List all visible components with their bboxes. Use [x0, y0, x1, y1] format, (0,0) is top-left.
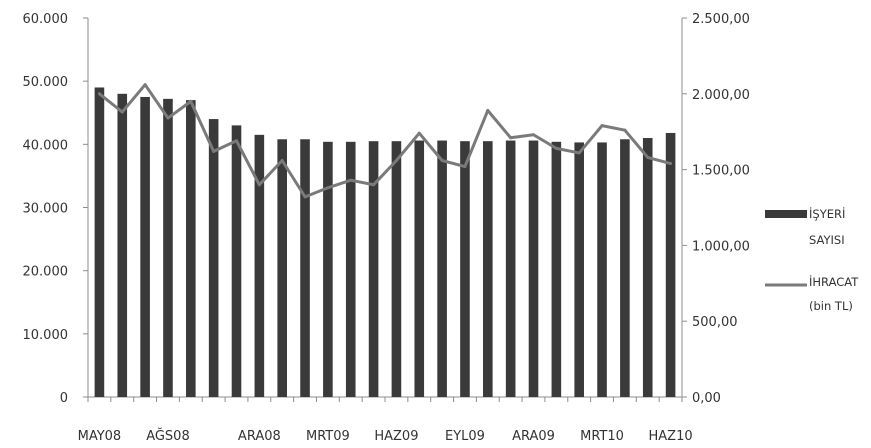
line-point [623, 128, 627, 132]
x-tick-label: MAY08 [78, 429, 122, 444]
bar [620, 139, 630, 397]
legend-label-bars: İŞYERİ [809, 206, 845, 221]
line-point [669, 162, 673, 166]
y-left-tick-label: 20.000 [23, 265, 69, 280]
bar [505, 140, 516, 397]
bar [391, 141, 402, 397]
bar [414, 140, 425, 397]
line-point [97, 92, 101, 96]
bar [186, 100, 196, 397]
line-point [280, 159, 284, 163]
line-point [372, 183, 376, 187]
series-line [98, 83, 671, 199]
y-left-tick-label: 10.000 [23, 328, 69, 343]
legend-label-bars: SAYISI [809, 233, 845, 247]
bar [642, 138, 653, 397]
line-point [303, 195, 307, 199]
bar [163, 98, 173, 397]
bar [94, 87, 105, 397]
x-tick-label: ARA08 [238, 429, 281, 444]
x-tick-label: AĞS08 [146, 428, 190, 444]
y-right-tick-label: 1.000,00 [692, 239, 750, 254]
legend-swatch-bars [765, 210, 807, 218]
y-left-tick-label: 50.000 [23, 75, 69, 90]
legend-label-line: İHRACAT [809, 274, 859, 289]
x-tick-label: HAZ09 [374, 429, 418, 444]
line-point [326, 186, 330, 190]
bar [117, 93, 128, 398]
bar [254, 134, 265, 397]
x-tick-label: EYL09 [445, 429, 485, 444]
line-point [532, 133, 535, 137]
bar [323, 141, 333, 397]
y-right-tick-label: 2.500,00 [692, 12, 750, 27]
bar [437, 140, 447, 397]
bar [574, 142, 584, 397]
line-point [120, 110, 124, 114]
y-left-tick-label: 0 [60, 391, 68, 406]
x-tick-label: HAZ10 [649, 429, 693, 444]
bar [345, 141, 356, 397]
line-point [166, 116, 170, 120]
line-point [143, 83, 147, 87]
line-point [646, 155, 650, 159]
line-point [189, 99, 193, 103]
x-tick-label: MRT09 [306, 429, 350, 444]
line-point [440, 159, 444, 163]
bar [665, 132, 676, 398]
y-left-tick-label: 30.000 [23, 202, 69, 217]
line-point [554, 146, 558, 150]
line-point [463, 165, 467, 169]
bar [140, 96, 150, 397]
line-point [486, 108, 490, 112]
line-point [509, 136, 513, 140]
bar [551, 141, 562, 397]
line-point [577, 151, 581, 155]
bar [231, 125, 242, 397]
line-point [600, 124, 604, 128]
line-point [417, 131, 421, 135]
bar [300, 139, 310, 397]
bar [483, 141, 493, 397]
y-right-tick-label: 2.000,00 [692, 88, 750, 103]
bar [460, 141, 470, 397]
line-point [394, 159, 398, 163]
y-right-tick-label: 0,00 [692, 391, 721, 406]
line-point [349, 178, 353, 182]
bar [277, 139, 287, 397]
bar [208, 119, 219, 398]
y-right-tick-label: 500,00 [692, 315, 738, 330]
y-left-tick-label: 60.000 [23, 12, 69, 27]
line-point [235, 139, 238, 143]
x-tick-label: ARA09 [512, 429, 555, 444]
bar [368, 141, 379, 397]
y-right-tick-label: 1.500,00 [692, 164, 750, 179]
line-point [257, 183, 261, 187]
bar [528, 140, 539, 397]
y-left-tick-label: 40.000 [23, 138, 69, 153]
legend-label-line: (bin TL) [809, 299, 853, 313]
bar [597, 142, 607, 397]
x-tick-label: MRT10 [580, 429, 624, 444]
line-point [212, 149, 216, 153]
